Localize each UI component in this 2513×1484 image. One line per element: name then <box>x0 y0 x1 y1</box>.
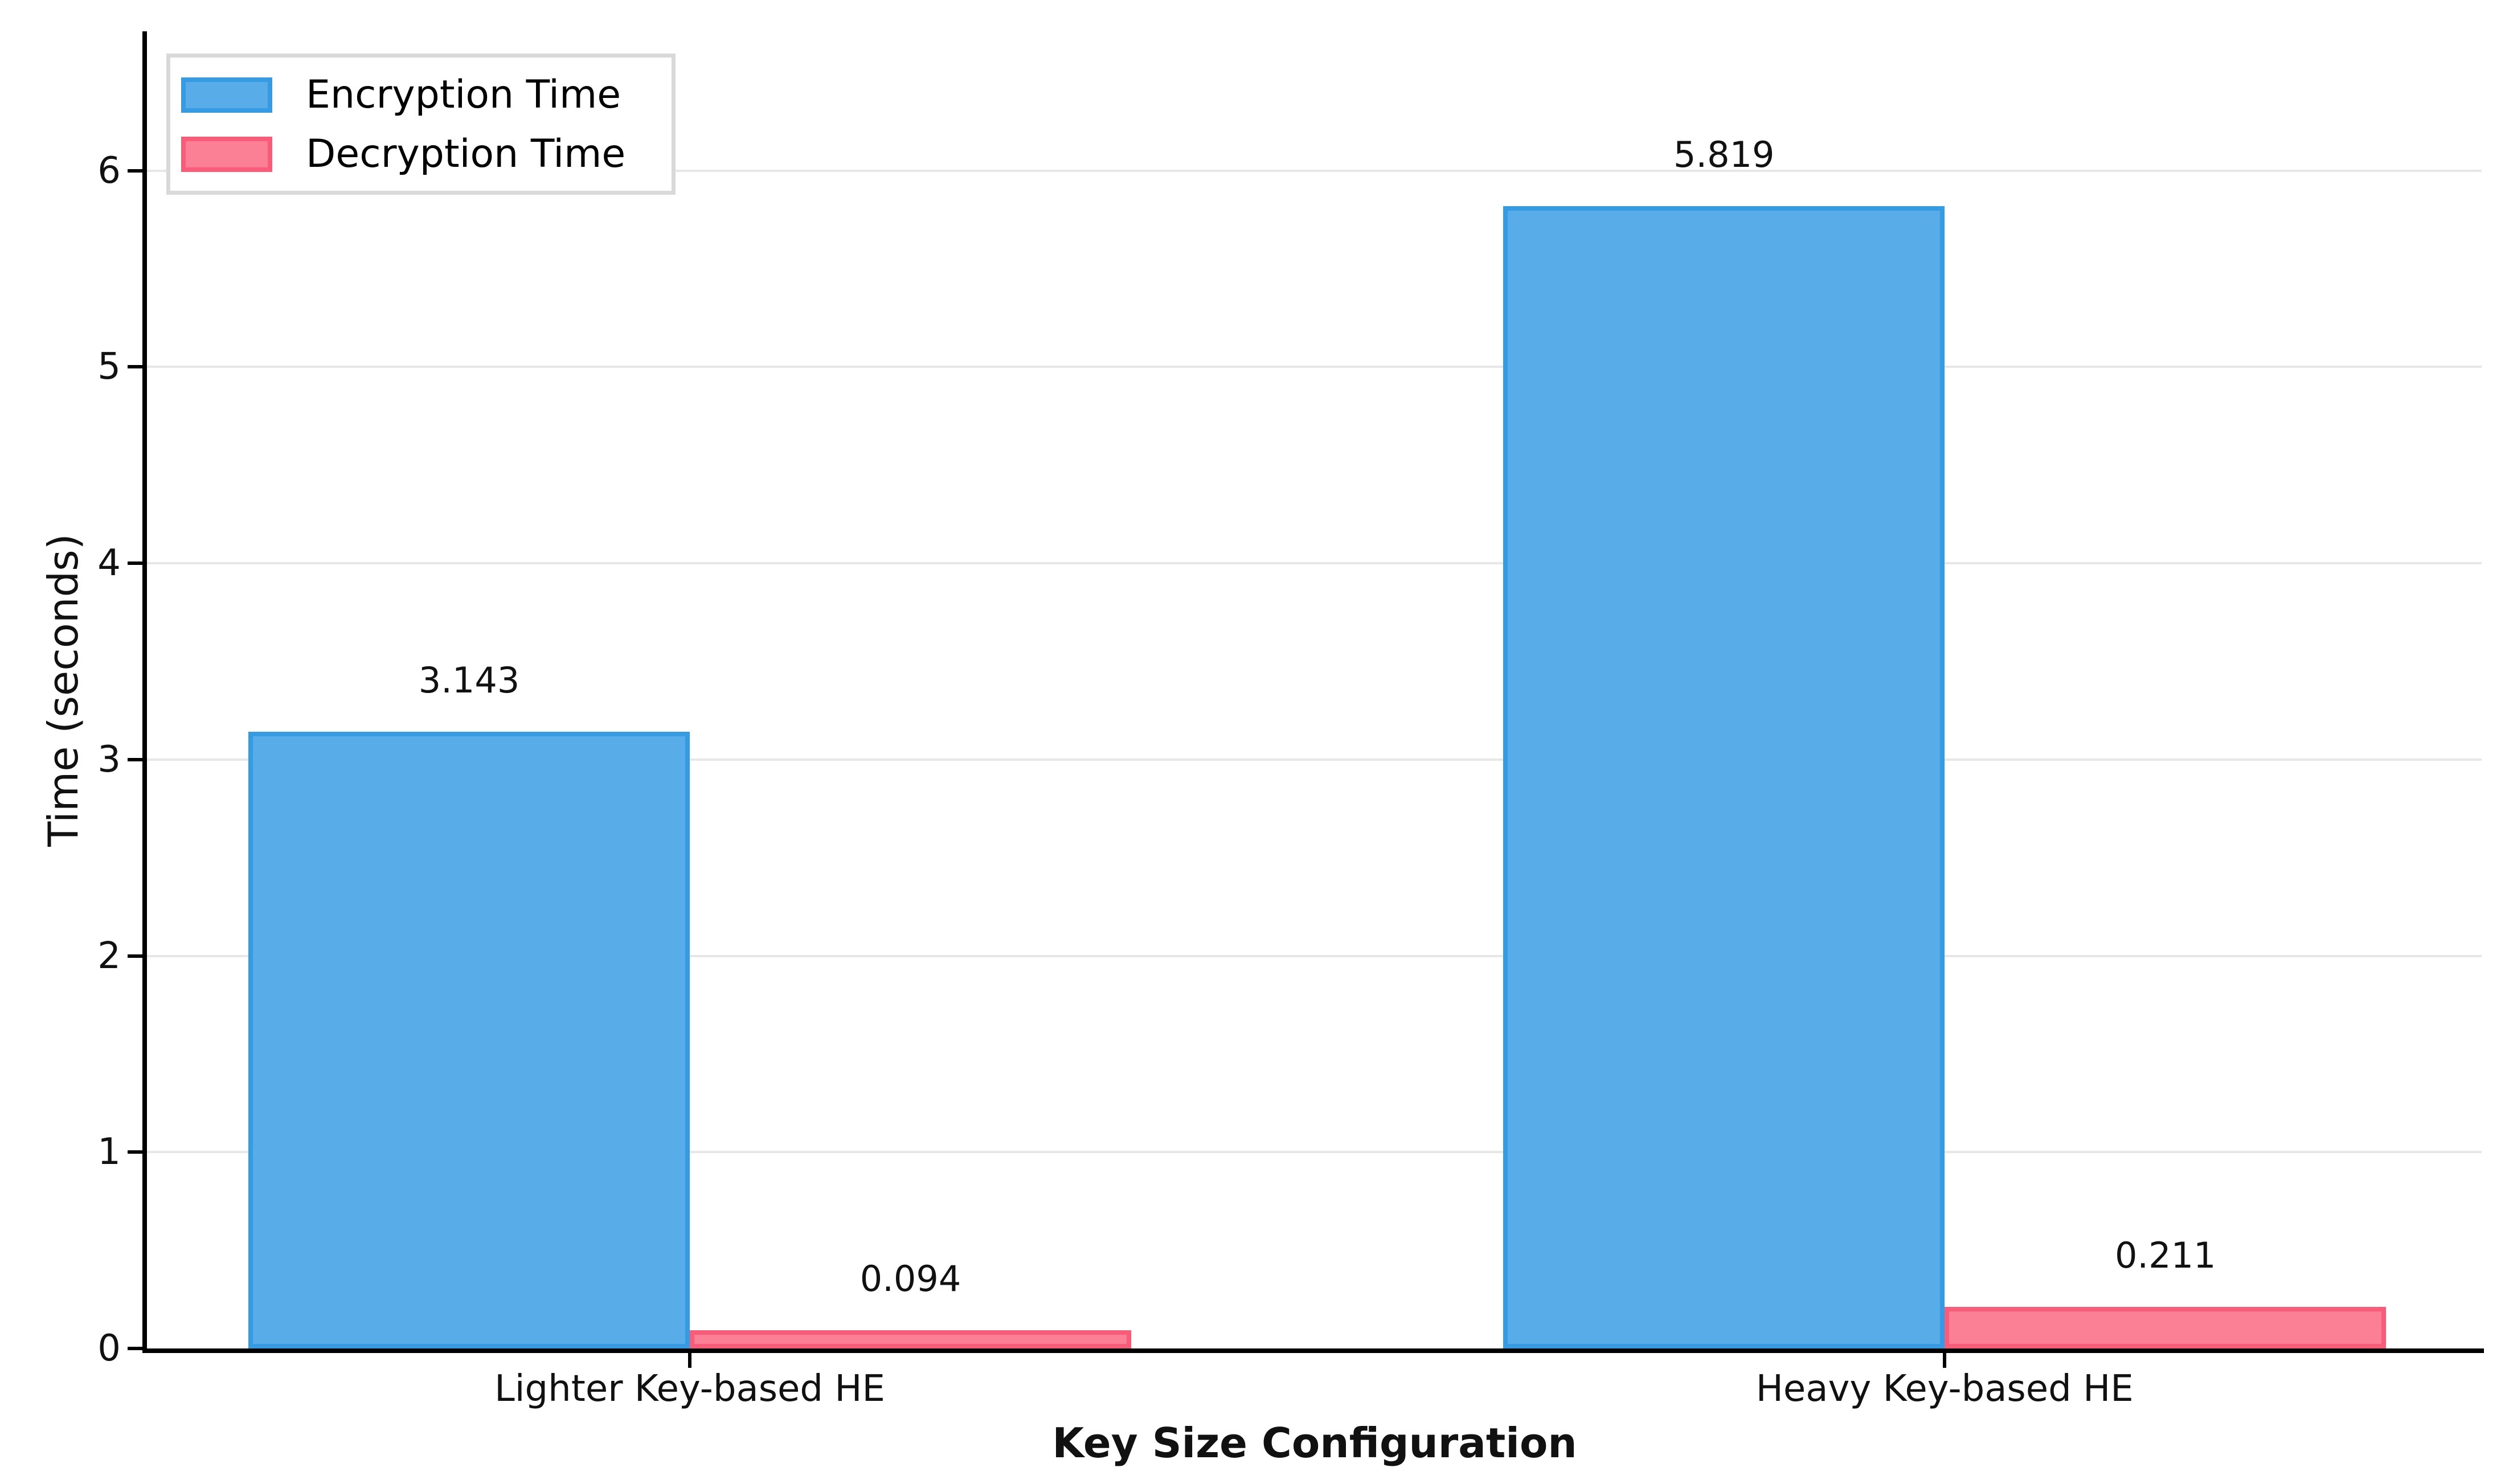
y-tick-label-5: 5 <box>97 346 121 388</box>
x-axis-spine <box>142 1348 2484 1353</box>
bar-encryption-time-1 <box>1503 206 1945 1348</box>
bar-value-label-0.211: 0.211 <box>2114 1235 2216 1277</box>
y-axis-spine <box>142 31 147 1353</box>
y-tick-mark-5 <box>128 365 142 369</box>
y-tick-label-3: 3 <box>97 738 121 781</box>
bar-value-label-0.094: 0.094 <box>860 1257 961 1299</box>
y-tick-mark-6 <box>128 169 142 173</box>
x-tick-mark-1 <box>1943 1353 1947 1368</box>
gridline-y-2 <box>147 954 2482 957</box>
plot-area: 3.143 5.819 0.094 0.211 <box>147 31 2482 1348</box>
legend-item-decryption-time: Decryption Time <box>181 132 672 177</box>
bar-encryption-time-0 <box>248 731 690 1348</box>
y-tick-mark-2 <box>128 954 142 958</box>
y-tick-mark-0 <box>128 1347 142 1350</box>
decryption-time-swatch-icon <box>181 137 272 172</box>
y-tick-mark-1 <box>128 1150 142 1154</box>
x-tick-label-1: Heavy Key-based HE <box>1755 1368 2134 1410</box>
y-tick-label-6: 6 <box>97 149 121 192</box>
gridline-y-3 <box>147 758 2482 761</box>
gridline-y-6 <box>147 169 2482 172</box>
bar-decryption-time-1 <box>1945 1307 2387 1348</box>
legend-label-decryption-time: Decryption Time <box>306 132 626 177</box>
y-tick-mark-3 <box>128 757 142 761</box>
y-tick-label-0: 0 <box>97 1327 121 1370</box>
y-tick-label-1: 1 <box>97 1131 121 1174</box>
x-tick-label-0: Lighter Key-based HE <box>494 1368 885 1410</box>
y-axis-title: Time (seconds) <box>39 534 87 847</box>
y-tick-mark-4 <box>128 561 142 565</box>
gridline-y-1 <box>147 1151 2482 1154</box>
gridline-y-5 <box>147 366 2482 368</box>
legend-item-encryption-time: Encryption Time <box>181 72 672 117</box>
legend-label-encryption-time: Encryption Time <box>306 72 621 117</box>
bar-value-label-5.819: 5.819 <box>1673 134 1775 176</box>
gridline-y-4 <box>147 562 2482 565</box>
y-tick-label-2: 2 <box>97 934 121 977</box>
encryption-time-swatch-icon <box>181 77 272 113</box>
bar-value-label-3.143: 3.143 <box>418 659 520 701</box>
x-tick-mark-0 <box>688 1353 692 1368</box>
y-tick-label-4: 4 <box>97 542 121 585</box>
legend: Encryption Time Decryption Time <box>166 54 676 195</box>
bar-decryption-time-0 <box>690 1330 1132 1348</box>
x-axis-title: Key Size Configuration <box>1052 1419 1577 1467</box>
